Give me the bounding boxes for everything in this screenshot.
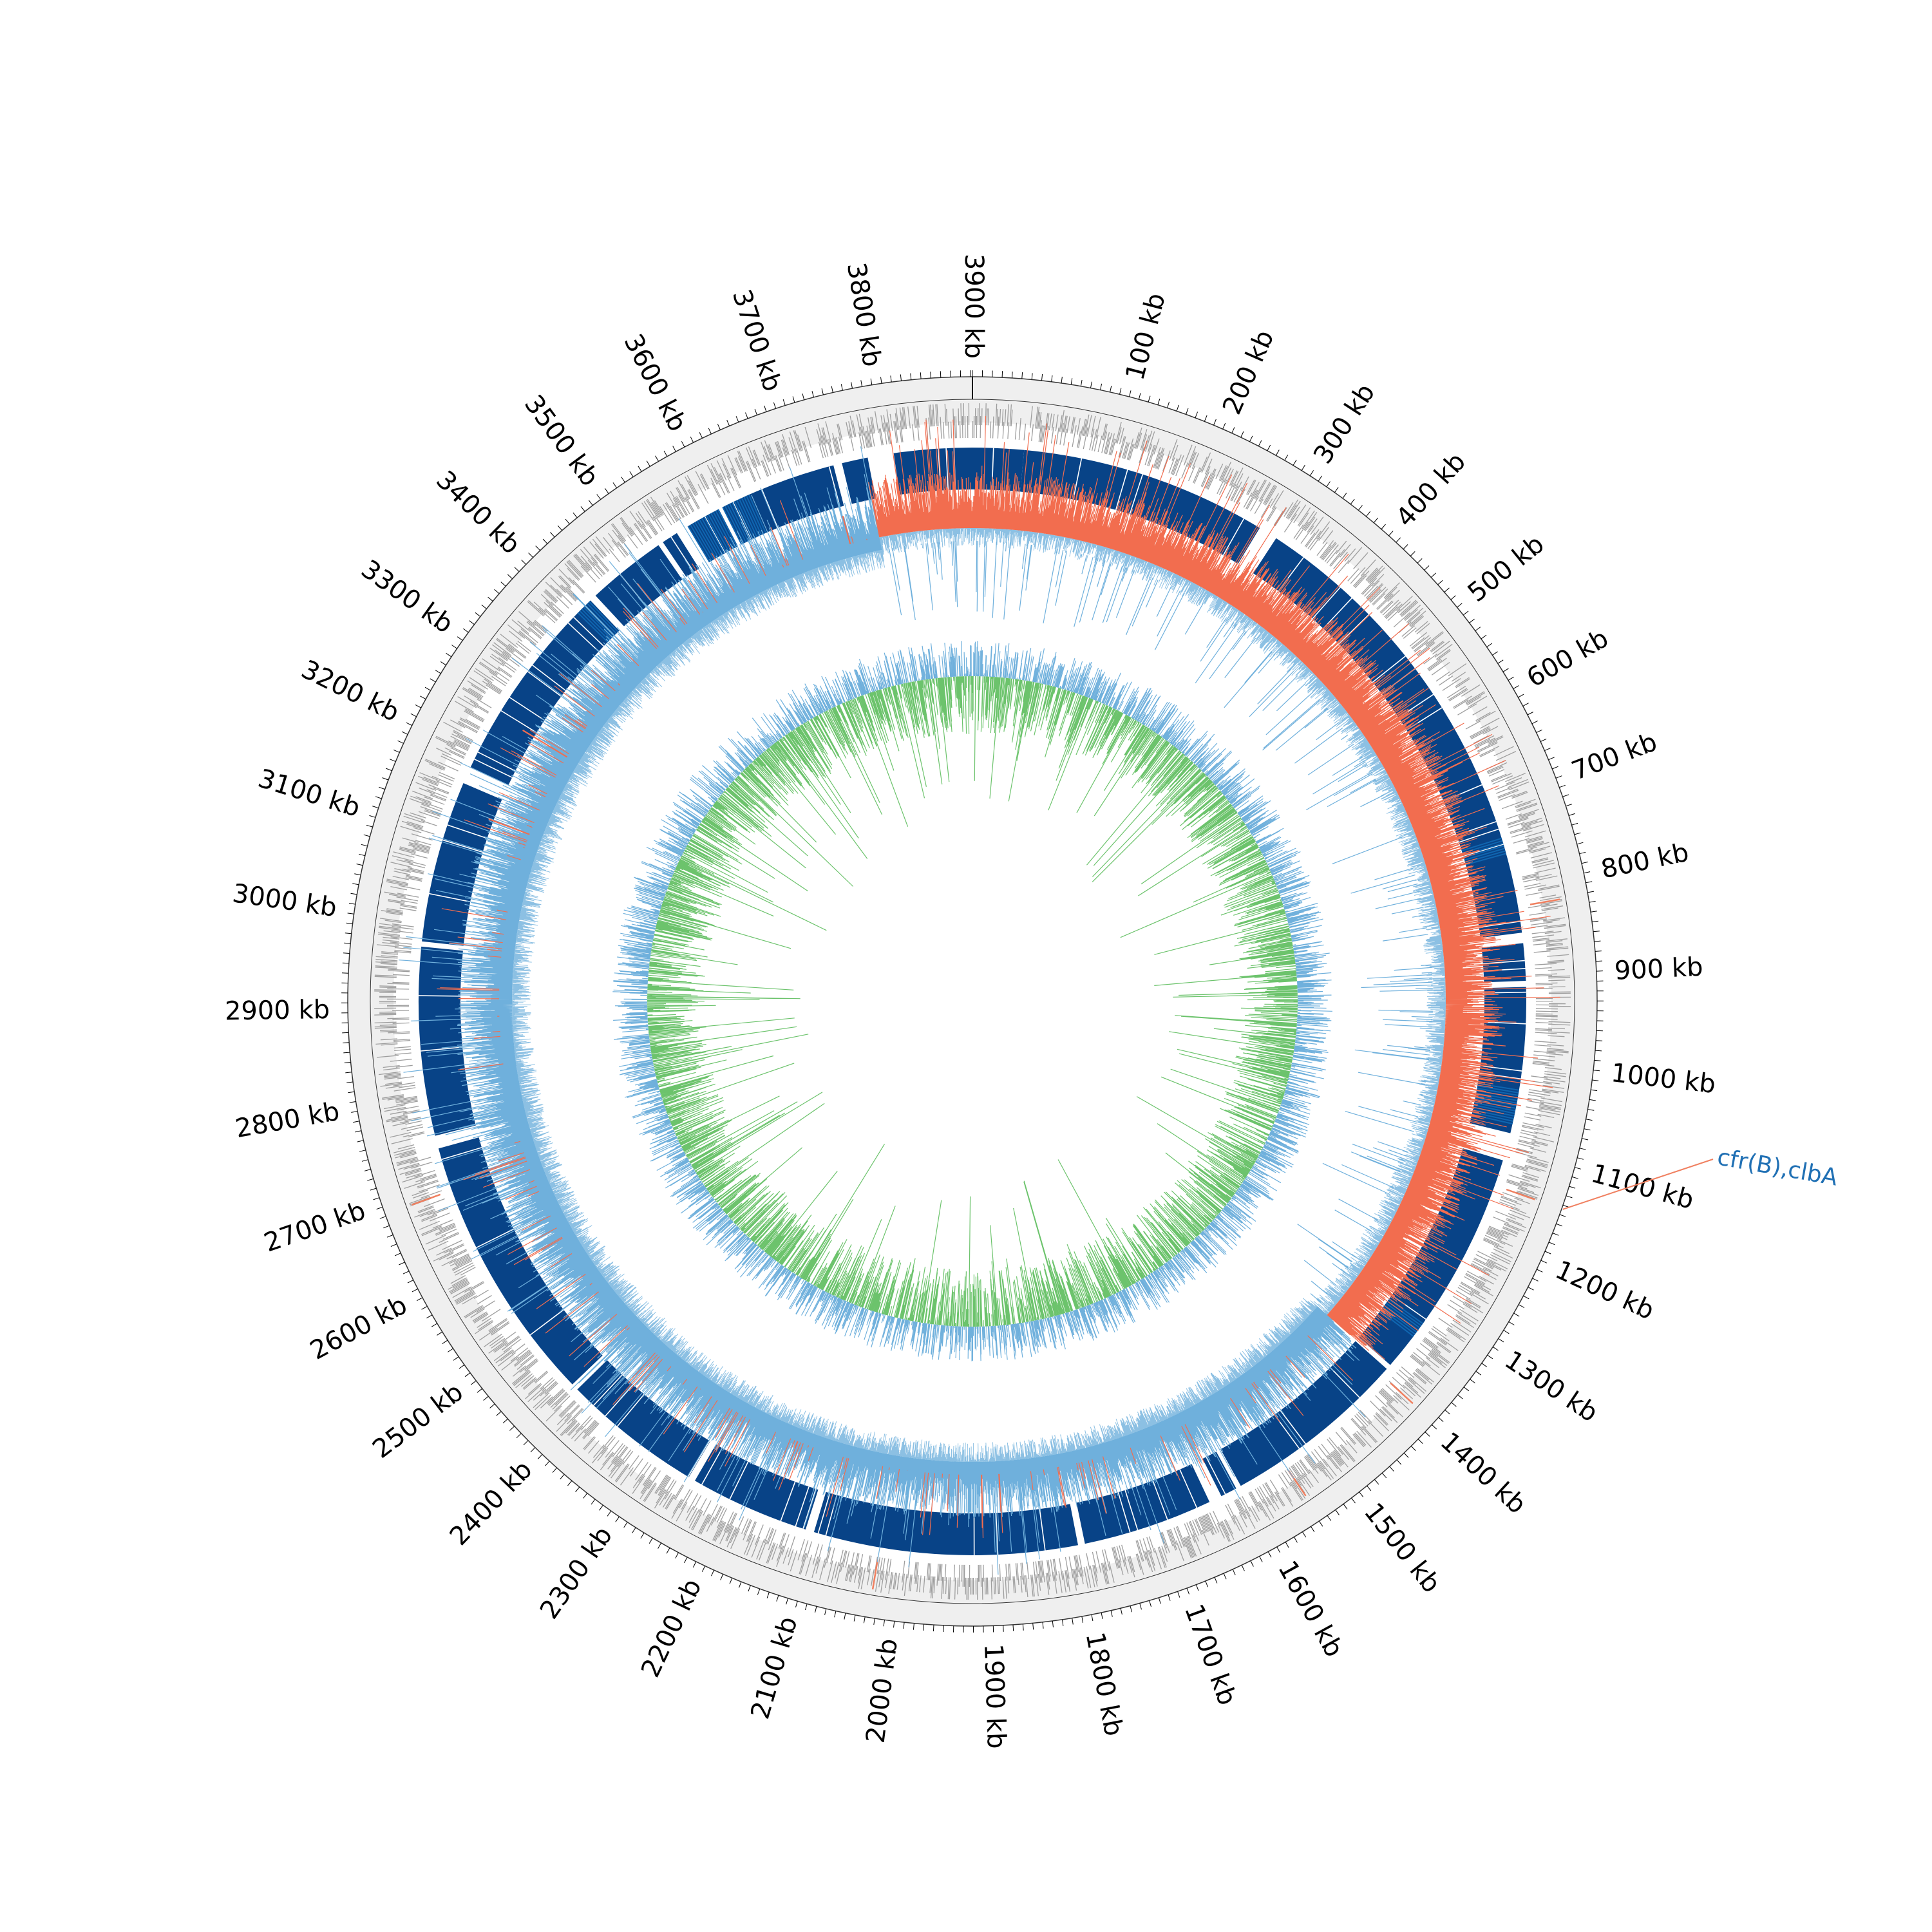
position-label: 2400 kb bbox=[444, 1455, 538, 1551]
gene-feature-track bbox=[374, 402, 1571, 1600]
position-label: 1700 kb bbox=[1179, 1600, 1242, 1709]
gc-skew-negative bbox=[437, 415, 1560, 1539]
gene-ticks bbox=[374, 402, 1571, 1600]
position-label: 1200 kb bbox=[1551, 1255, 1658, 1326]
position-label: 3400 kb bbox=[430, 465, 526, 560]
position-label: 1000 kb bbox=[1609, 1058, 1717, 1099]
position-label: 1500 kb bbox=[1358, 1497, 1446, 1598]
alignment-block bbox=[723, 465, 844, 545]
position-label: 2000 kb bbox=[861, 1637, 904, 1745]
position-label: 2500 kb bbox=[367, 1378, 469, 1464]
position-label: 200 kb bbox=[1217, 326, 1280, 419]
position-label: 2900 kb bbox=[225, 995, 330, 1026]
position-label: 3900 kb bbox=[959, 254, 989, 359]
gc-content-low bbox=[647, 676, 1298, 1327]
position-label: 100 kb bbox=[1120, 290, 1171, 383]
position-label: 400 kb bbox=[1390, 447, 1472, 533]
position-label: 1100 kb bbox=[1588, 1159, 1697, 1215]
position-label: 1400 kb bbox=[1435, 1426, 1532, 1520]
alignment-block bbox=[1076, 1464, 1210, 1544]
alignment-block bbox=[893, 448, 1025, 495]
position-label: 700 kb bbox=[1567, 727, 1661, 786]
position-label: 2800 kb bbox=[233, 1097, 342, 1144]
position-label: 1800 kb bbox=[1080, 1630, 1129, 1739]
position-label: 600 kb bbox=[1522, 623, 1613, 693]
minor-ticks bbox=[341, 370, 1604, 1633]
alignment-block bbox=[470, 600, 620, 785]
alignment-block bbox=[418, 946, 476, 1136]
position-label: 300 kb bbox=[1308, 379, 1381, 469]
backbone-ring bbox=[347, 376, 1598, 1627]
position-label: 1900 kb bbox=[978, 1643, 1011, 1749]
position-label: 1600 kb bbox=[1272, 1556, 1349, 1662]
position-label: 3700 kb bbox=[726, 286, 788, 395]
annotation-label: cfr(B),clbA bbox=[1715, 1144, 1839, 1191]
position-label: 500 kb bbox=[1463, 529, 1550, 608]
position-label: 1300 kb bbox=[1499, 1345, 1603, 1428]
position-ticks bbox=[341, 370, 1604, 1633]
alignment-block bbox=[1481, 943, 1526, 983]
position-label: 2600 kb bbox=[305, 1290, 412, 1365]
alignment-block bbox=[695, 1444, 819, 1530]
gc-content-high bbox=[612, 641, 1332, 1361]
resistance-gene-ticks bbox=[412, 898, 1560, 1590]
position-label: 3000 kb bbox=[231, 878, 339, 923]
position-label: 2700 kb bbox=[260, 1196, 369, 1258]
position-label: 900 kb bbox=[1614, 952, 1704, 986]
ring-band bbox=[348, 377, 1597, 1626]
gc-skew-track bbox=[399, 415, 1560, 1575]
alignment-partial-matches bbox=[577, 494, 1520, 1337]
annotation-leader-line bbox=[1562, 1159, 1714, 1210]
position-label: 800 kb bbox=[1598, 838, 1691, 885]
position-label: 3200 kb bbox=[297, 654, 404, 728]
position-label: 3500 kb bbox=[518, 390, 605, 492]
gc-content-track bbox=[612, 641, 1332, 1361]
position-label: 2200 kb bbox=[636, 1575, 708, 1682]
position-label: 3100 kb bbox=[254, 764, 363, 823]
alignment-block bbox=[1358, 1148, 1503, 1365]
alignment-block bbox=[1202, 1452, 1236, 1497]
position-label: 3600 kb bbox=[618, 329, 693, 436]
position-label: 2300 kb bbox=[535, 1521, 619, 1624]
position-label: 3300 kb bbox=[355, 554, 458, 639]
gc-skew-positive bbox=[399, 446, 1433, 1575]
alignment-gaps bbox=[418, 448, 1526, 1556]
alignment-block bbox=[422, 783, 502, 946]
position-label: 3800 kb bbox=[841, 261, 887, 369]
gc-skew-band bbox=[511, 527, 1446, 1463]
position-label: 2100 kb bbox=[745, 1613, 803, 1722]
